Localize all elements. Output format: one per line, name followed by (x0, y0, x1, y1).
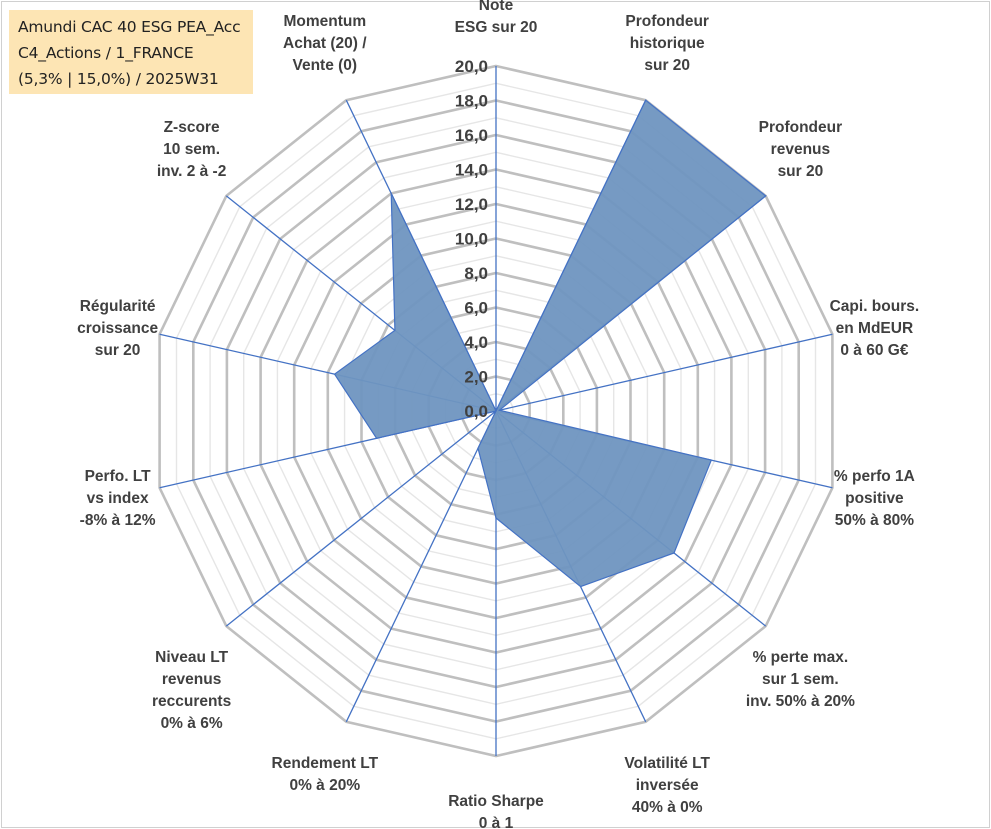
radial-tick-label: 18,0 (455, 92, 488, 111)
category-label: Niveau LT revenus reccurents 0% à 6% (152, 649, 231, 732)
category-label: % perte max. sur 1 sem. inv. 50% à 20% (746, 649, 855, 710)
category-label-line: Ratio Sharpe (448, 793, 544, 810)
category-label-line: Volatilité LT (624, 755, 710, 772)
series-point (765, 195, 767, 197)
category-label: Rendement LT 0% à 20% (272, 755, 379, 794)
category-label-line: -8% à 12% (80, 512, 156, 529)
category-label-line: Momentum (283, 13, 366, 30)
radial-tick-label: 6,0 (464, 299, 488, 318)
radial-tick-label: 10,0 (455, 230, 488, 249)
category-label-line: Niveau LT (155, 649, 228, 666)
radial-axis-ticks: 0,0 2,0 4,0 6,0 8,0 10,0 12,0 14,0 16,0 18,0 20,0 (455, 57, 488, 421)
radial-tick-label: 14,0 (455, 161, 488, 180)
category-label-line: ESG sur 20 (455, 19, 538, 36)
series-point (477, 447, 479, 449)
category-label: Profondeur revenus sur 20 (759, 119, 843, 180)
series-point (334, 373, 336, 375)
category-label-line: 0% à 20% (289, 777, 360, 794)
chart-title-line: Amundi CAC 40 ESG PEA_Acc (18, 18, 241, 36)
category-label-line: sur 20 (778, 163, 824, 180)
radial-tick-label: 8,0 (464, 264, 488, 283)
category-label-line: Z-score (164, 119, 220, 136)
series-point (580, 586, 582, 588)
category-label-line: % perfo 1A (834, 468, 915, 485)
category-label-line: sur 1 sem. (762, 671, 839, 688)
radial-tick-label: 12,0 (455, 195, 488, 214)
category-label-line: Rendement LT (272, 755, 379, 772)
category-label: Perfo. LT vs index -8% à 12% (80, 468, 156, 529)
category-label: Momentum Achat (20) / Vente (0) (283, 13, 367, 74)
category-label-line: positive (845, 490, 904, 507)
category-label-line: Profondeur (759, 119, 843, 136)
series-point (376, 437, 378, 439)
category-label-line: Profondeur (625, 13, 709, 30)
category-label-line: 0% à 6% (161, 715, 223, 732)
chart-title-box: Amundi CAC 40 ESG PEA_Acc C4_Actions / 1… (9, 10, 253, 94)
category-label-line: vs index (87, 490, 149, 507)
category-label-line: Note (479, 0, 514, 14)
axis-spoke (345, 410, 497, 723)
category-label-line: reccurents (152, 693, 231, 710)
category-label-line: sur 20 (644, 57, 690, 74)
category-label-line: Achat (20) / (283, 35, 367, 52)
category-label: Note ESG sur 20 (455, 0, 538, 36)
category-labels: Note ESG sur 20 Profondeur historique sur 20… (77, 0, 919, 829)
category-label-line: revenus (162, 671, 221, 688)
series-point (495, 517, 497, 519)
series-area (333, 99, 767, 588)
category-label: Profondeur historique sur 20 (625, 13, 709, 74)
radial-tick-label: 0,0 (464, 402, 488, 421)
category-label-line: Régularité (80, 298, 156, 315)
category-label-line: inv. 50% à 20% (746, 693, 855, 710)
category-label-line: en MdEUR (836, 320, 914, 337)
chart-title-line: C4_Actions / 1_FRANCE (18, 44, 194, 62)
series-point (495, 410, 497, 412)
category-label: % perfo 1A positive 50% à 80% (834, 468, 915, 529)
axis-spoke (495, 333, 833, 412)
category-label-line: Vente (0) (292, 57, 357, 74)
category-label-line: 0 à 1 (479, 815, 514, 829)
category-label-line: revenus (771, 141, 830, 158)
category-label: Volatilité LT inversée 40% à 0% (624, 755, 710, 816)
category-label-line: historique (630, 35, 705, 52)
series-point (390, 192, 392, 194)
chart-title-line: (5,3% | 15,0%) / 2025W31 (18, 70, 219, 88)
series-point (394, 329, 396, 331)
category-label-line: Capi. bours. (830, 298, 920, 315)
category-label: Régularité croissance sur 20 (77, 298, 158, 359)
category-label-line: % perte max. (753, 649, 849, 666)
series-point (645, 99, 647, 101)
category-label-line: sur 20 (95, 342, 141, 359)
radial-tick-label: 20,0 (455, 57, 488, 76)
series-point (673, 552, 675, 554)
category-label-line: 50% à 80% (835, 512, 914, 529)
category-label: Capi. bours. en MdEUR 0 à 60 G€ (830, 298, 920, 359)
axis-spoke (225, 410, 497, 627)
category-label: Z-score 10 sem. inv. 2 à -2 (157, 119, 227, 180)
radial-tick-label: 16,0 (455, 126, 488, 145)
category-label: Ratio Sharpe 0 à 1 (448, 793, 544, 829)
radial-tick-label: 2,0 (464, 368, 488, 387)
category-label-line: inv. 2 à -2 (157, 163, 227, 180)
radar-series (333, 99, 767, 588)
category-label-line: 40% à 0% (632, 799, 703, 816)
category-label-line: Perfo. LT (85, 468, 152, 485)
radial-tick-label: 4,0 (464, 333, 488, 352)
series-point (498, 409, 500, 411)
category-label-line: 10 sem. (163, 141, 220, 158)
category-label-line: inversée (636, 777, 699, 794)
series-point (710, 459, 712, 461)
category-label-line: croissance (77, 320, 158, 337)
category-label-line: 0 à 60 G€ (840, 342, 908, 359)
